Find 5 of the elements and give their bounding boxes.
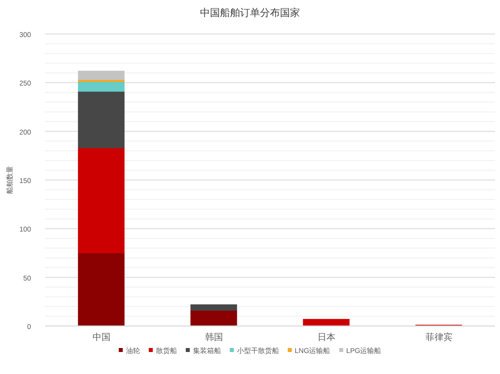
chart-title: 中国船舶订单分布国家: [200, 7, 300, 19]
x-tick-label: 中国: [92, 332, 110, 342]
x-tick-label: 日本: [317, 332, 336, 342]
x-tick-label: 菲律宾: [425, 332, 452, 342]
x-tick-label: 韩国: [204, 332, 223, 342]
